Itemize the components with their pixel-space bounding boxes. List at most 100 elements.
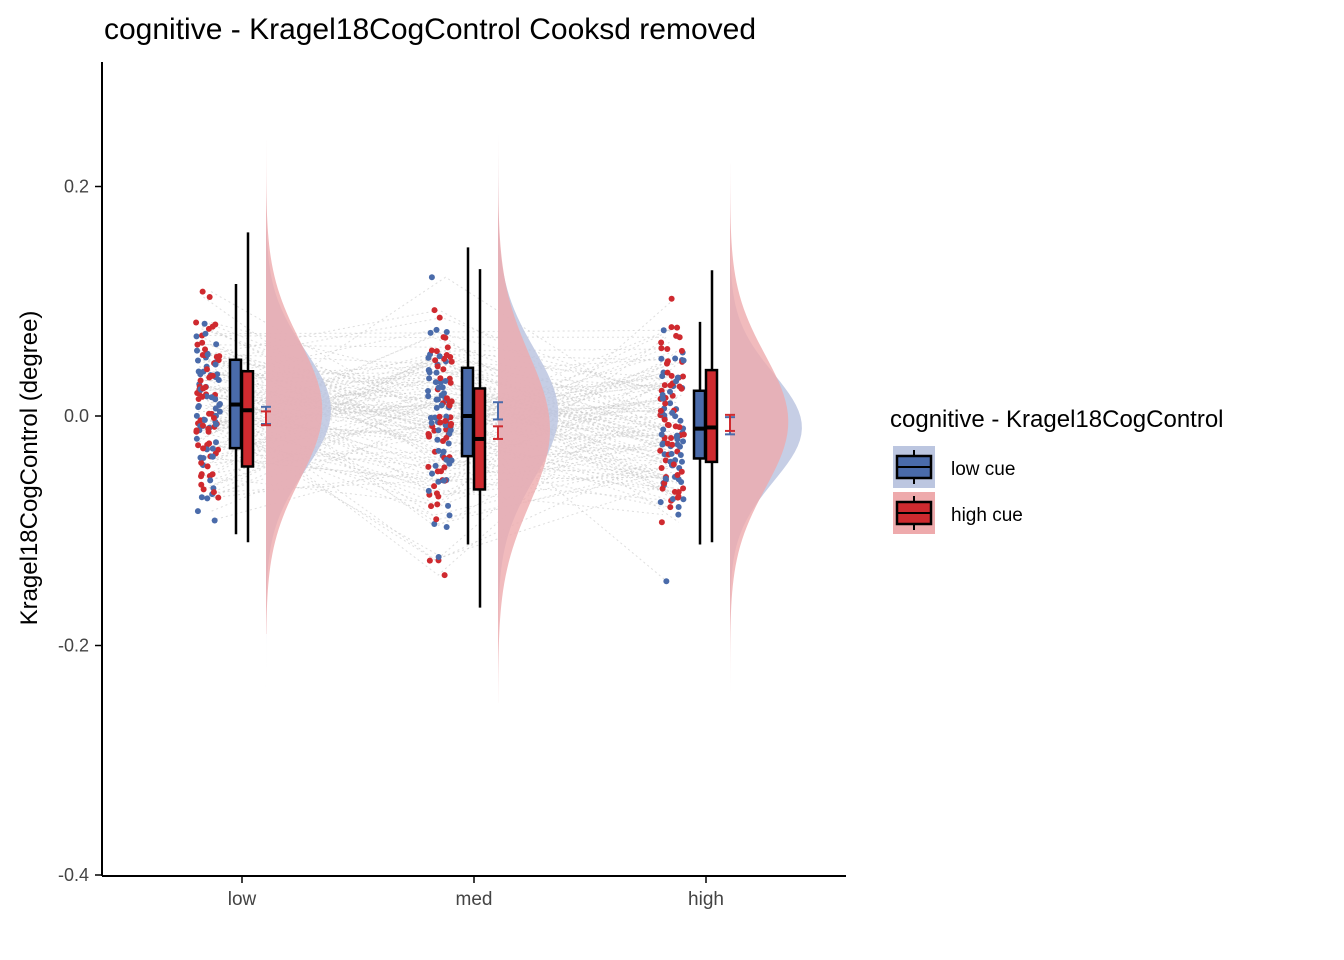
point-high-cue xyxy=(209,372,216,379)
point-low-cue xyxy=(426,375,433,382)
x-tick-label: low xyxy=(228,889,257,910)
point-high-cue xyxy=(426,557,433,564)
point-low-cue xyxy=(216,408,223,415)
point-high-cue xyxy=(204,366,211,373)
point-high-cue xyxy=(443,426,450,433)
point-high-cue xyxy=(671,488,678,495)
point-high-cue xyxy=(205,425,212,432)
subject-line xyxy=(200,420,681,482)
subject-line xyxy=(204,342,670,425)
point-high-cue xyxy=(210,414,217,421)
point-low-cue xyxy=(216,400,223,407)
density-high-cue xyxy=(730,163,789,692)
point-high-cue xyxy=(668,434,675,441)
point-high-cue xyxy=(197,377,204,384)
point-high-cue xyxy=(441,464,448,471)
point-low-cue xyxy=(433,326,440,333)
subject-line xyxy=(199,366,663,453)
point-high-cue xyxy=(657,447,664,454)
density-high-cue xyxy=(266,140,323,635)
point-high-cue xyxy=(680,485,687,492)
point-high-cue xyxy=(199,351,206,358)
point-low-cue xyxy=(428,419,435,426)
point-high-cue xyxy=(667,504,674,511)
point-high-cue xyxy=(434,363,441,370)
point-high-cue xyxy=(658,339,665,346)
y-tick-label: -0.4 xyxy=(58,865,89,885)
point-high-cue xyxy=(658,519,665,526)
point-high-cue xyxy=(447,422,454,429)
point-high-cue xyxy=(674,471,681,478)
subject-line xyxy=(215,356,678,459)
point-low-cue xyxy=(443,524,450,531)
point-high-cue xyxy=(443,434,450,441)
point-low-cue xyxy=(207,477,214,484)
mean-error-bars xyxy=(261,401,735,440)
point-high-cue xyxy=(433,490,440,497)
point-high-cue xyxy=(440,334,447,341)
point-low-cue xyxy=(440,477,447,484)
density-clouds xyxy=(266,106,802,830)
point-high-cue xyxy=(206,440,213,447)
point-low-cue xyxy=(425,387,432,394)
subject-line xyxy=(214,375,679,494)
point-high-cue xyxy=(197,417,204,424)
point-low-cue xyxy=(433,369,440,376)
point-high-cue xyxy=(448,358,455,365)
box-low-cue xyxy=(692,389,707,460)
point-low-cue xyxy=(445,502,452,509)
point-high-cue xyxy=(215,494,222,501)
point-low-cue xyxy=(435,427,442,434)
point-high-cue xyxy=(425,431,432,438)
subject-line xyxy=(200,329,671,440)
point-low-cue xyxy=(215,376,222,383)
point-low-cue xyxy=(425,366,432,373)
point-low-cue xyxy=(674,441,681,448)
subject-line xyxy=(204,348,664,477)
point-high-cue xyxy=(436,314,443,321)
point-low-cue xyxy=(194,357,201,364)
point-high-cue xyxy=(213,353,220,360)
subject-line xyxy=(216,423,663,437)
point-low-cue xyxy=(425,354,432,361)
point-high-cue xyxy=(433,516,440,523)
point-high-cue xyxy=(668,295,675,302)
point-low-cue xyxy=(431,521,438,528)
point-high-cue xyxy=(432,357,439,364)
box-high-cue xyxy=(240,369,255,468)
point-high-cue xyxy=(672,423,679,430)
point-low-cue xyxy=(194,347,201,354)
point-high-cue xyxy=(678,468,685,475)
point-low-cue xyxy=(659,373,666,380)
point-low-cue xyxy=(445,440,452,447)
point-high-cue xyxy=(438,468,445,475)
point-low-cue xyxy=(672,355,679,362)
boxplots xyxy=(228,232,719,608)
subject-line xyxy=(217,443,675,493)
point-low-cue xyxy=(434,436,441,443)
point-high-cue xyxy=(425,463,432,470)
point-high-cue xyxy=(434,501,441,508)
point-low-cue xyxy=(212,421,219,428)
point-low-cue xyxy=(659,440,666,447)
point-high-cue xyxy=(661,416,668,423)
jitter-points xyxy=(193,274,687,585)
point-high-cue xyxy=(199,288,206,295)
point-high-cue xyxy=(209,323,216,330)
subject-line xyxy=(198,276,665,443)
point-high-cue xyxy=(193,319,200,326)
point-low-cue xyxy=(428,274,435,281)
point-high-cue xyxy=(678,347,685,354)
legend-label-high-cue: high cue xyxy=(951,505,1023,526)
point-high-cue xyxy=(199,422,206,429)
point-high-cue xyxy=(662,457,669,464)
point-low-cue xyxy=(658,431,665,438)
point-high-cue xyxy=(674,494,681,501)
point-low-cue xyxy=(201,416,208,423)
box-high-cue xyxy=(704,368,719,464)
point-low-cue xyxy=(193,412,200,419)
point-low-cue xyxy=(675,504,682,511)
point-low-cue xyxy=(669,409,676,416)
point-high-cue xyxy=(428,347,435,354)
